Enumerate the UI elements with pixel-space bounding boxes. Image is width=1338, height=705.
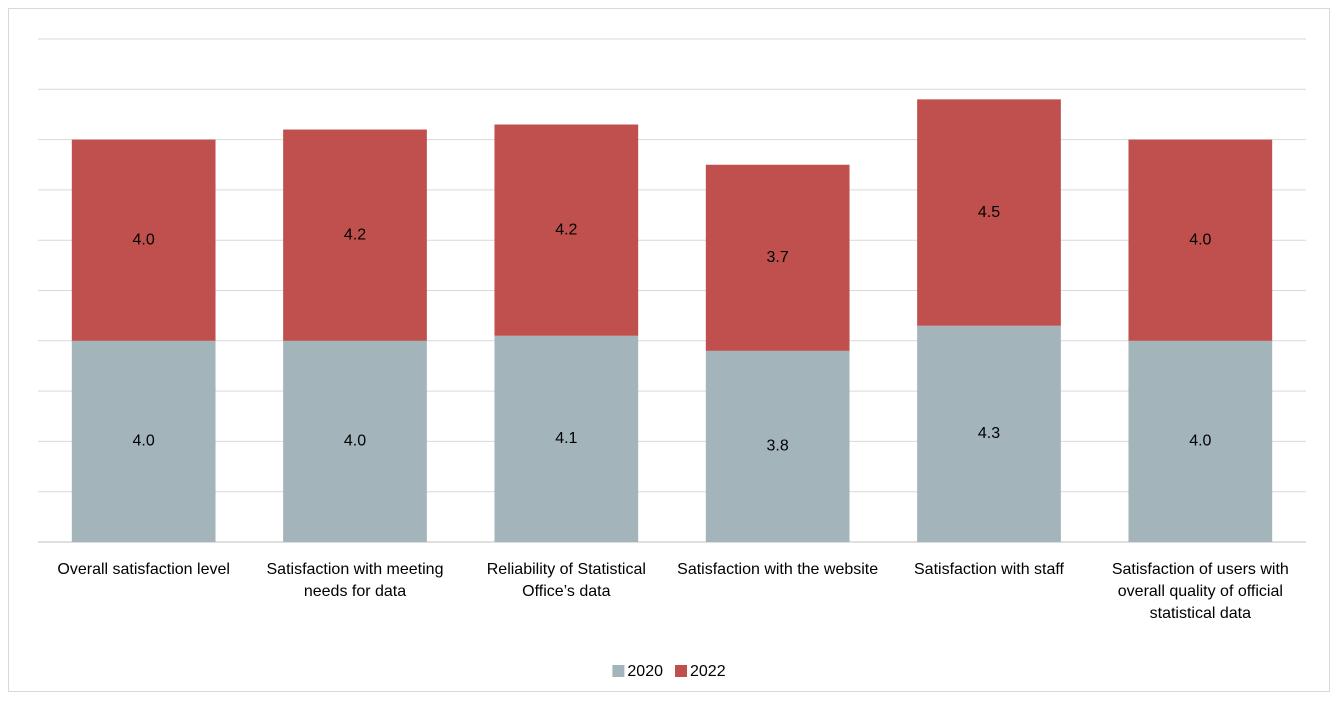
x-tick-label: Overall satisfaction level [57,561,230,578]
label-line: Satisfaction with the website [677,561,878,578]
data-label: 4.0 [133,231,155,248]
x-tick-label: Satisfaction with staff [914,561,1065,578]
legend-label: 2020 [627,663,663,680]
bar-segment [1128,340,1273,542]
data-label: 4.2 [344,226,366,243]
data-label: 4.0 [1189,433,1211,450]
bar-segment [917,99,1061,326]
data-label: 4.3 [978,425,1000,442]
bar-segment [917,325,1061,542]
label-line: statistical data [1150,605,1251,622]
label-line: Satisfaction of users with [1112,561,1289,578]
label-line: Overall satisfaction level [57,561,230,578]
bar-segment [283,340,427,542]
data-label: 3.8 [767,438,789,455]
bar-segment [71,139,216,341]
x-tick-label: Satisfaction with meeting needs for data [267,561,444,600]
bar-segment [283,129,427,341]
bar-segment [705,164,850,351]
data-label: 4.0 [1189,231,1211,248]
label-line: Office’s data [522,583,610,600]
bar-segment [1128,139,1273,341]
legend-swatch [675,665,687,677]
bar-segment [494,335,639,542]
data-label: 3.7 [767,249,789,266]
data-label: 4.1 [555,430,577,447]
x-tick-label: Satisfaction with the website [677,561,878,578]
bar-segment [494,124,639,336]
bar-segment [705,350,850,542]
label-line: Satisfaction with meeting [267,561,444,578]
data-label: 4.0 [133,433,155,450]
label-line: needs for data [304,583,406,600]
x-tick-label: Satisfaction of users with overall qualit… [1112,561,1289,622]
x-tick-label: Reliability of Statistical Office’s data [487,561,646,600]
label-line: overall quality of official [1118,583,1283,600]
legend: 2020 2022 [612,663,726,680]
label-line: Reliability of Statistical [487,561,646,578]
bar-segment [71,340,216,542]
data-label: 4.2 [555,221,577,238]
legend-label: 2022 [690,663,726,680]
label-line: Satisfaction with staff [914,561,1065,578]
data-label: 4.5 [978,204,1000,221]
data-label: 4.0 [344,433,366,450]
legend-swatch [612,665,625,677]
chart-frame [8,8,1330,692]
